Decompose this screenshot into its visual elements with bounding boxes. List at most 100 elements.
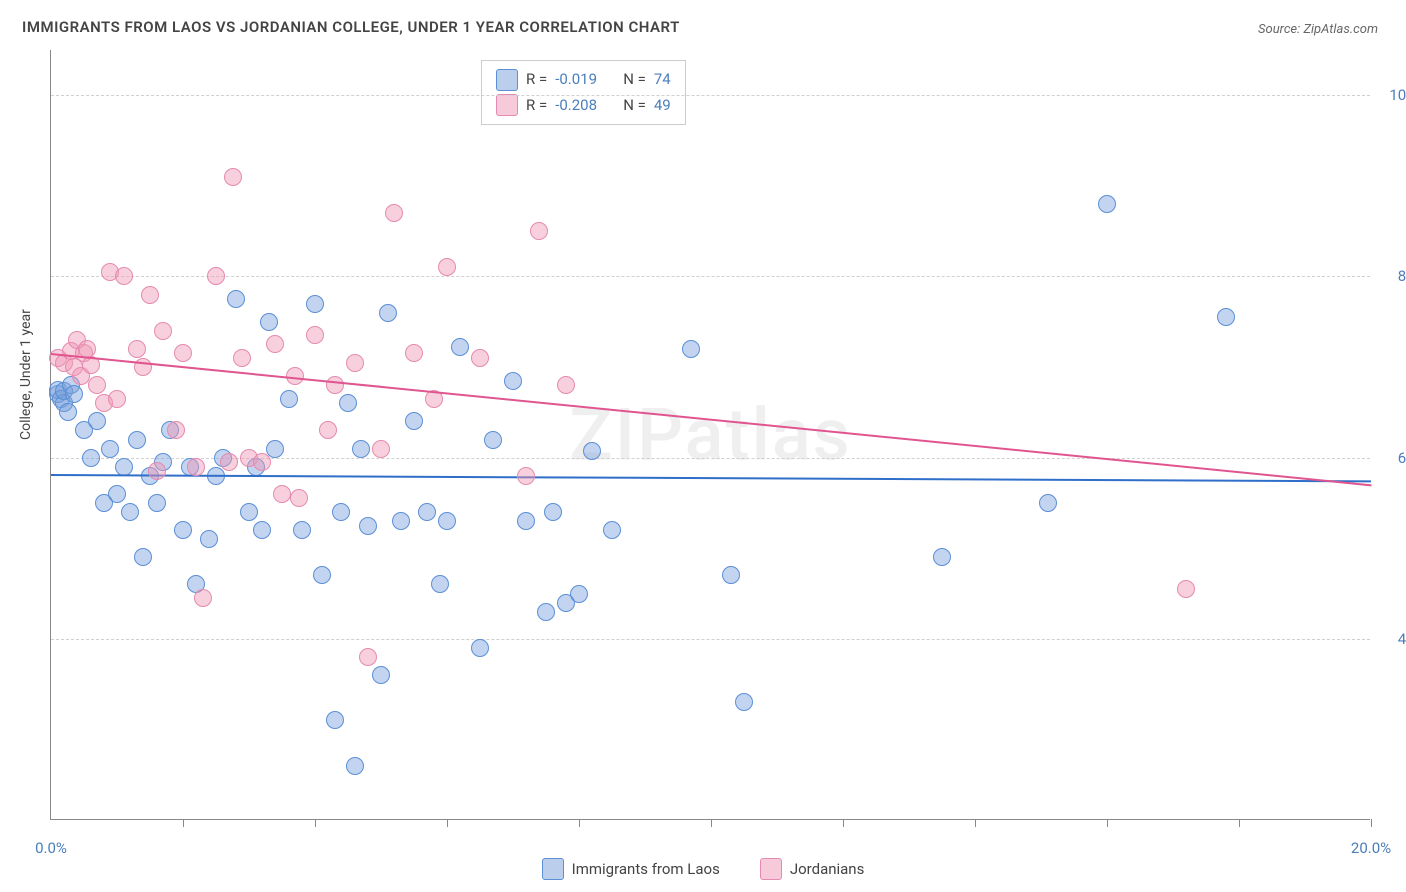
data-point-jordanians bbox=[359, 648, 377, 666]
data-point-jordanians bbox=[148, 462, 166, 480]
data-point-jordanians bbox=[557, 376, 575, 394]
data-point-laos bbox=[517, 512, 535, 530]
data-point-laos bbox=[266, 440, 284, 458]
data-point-jordanians bbox=[319, 421, 337, 439]
legend-item-laos: Immigrants from Laos bbox=[542, 858, 720, 880]
data-point-laos bbox=[722, 566, 740, 584]
data-point-jordanians bbox=[220, 453, 238, 471]
data-point-jordanians bbox=[266, 335, 284, 353]
data-point-jordanians bbox=[174, 344, 192, 362]
data-point-jordanians bbox=[233, 349, 251, 367]
data-point-jordanians bbox=[187, 458, 205, 476]
data-point-laos bbox=[253, 521, 271, 539]
x-tick bbox=[1239, 819, 1240, 827]
x-tick bbox=[447, 819, 448, 827]
legend-label-laos: Immigrants from Laos bbox=[572, 860, 720, 878]
source-label: Source: bbox=[1258, 22, 1300, 37]
trendline-laos bbox=[51, 474, 1371, 482]
legend-label-jordanians: Jordanians bbox=[790, 860, 865, 878]
data-point-jordanians bbox=[385, 204, 403, 222]
data-point-laos bbox=[603, 521, 621, 539]
x-tick bbox=[1371, 819, 1372, 827]
data-point-laos bbox=[438, 512, 456, 530]
data-point-laos bbox=[326, 711, 344, 729]
data-point-laos bbox=[570, 585, 588, 603]
data-point-laos bbox=[339, 394, 357, 412]
n-label: N = bbox=[623, 93, 646, 119]
data-point-laos bbox=[227, 290, 245, 308]
data-point-jordanians bbox=[306, 326, 324, 344]
r-value-laos: -0.019 bbox=[555, 67, 615, 93]
data-point-laos bbox=[293, 521, 311, 539]
data-point-laos bbox=[583, 442, 601, 460]
chart-title: IMMIGRANTS FROM LAOS VS JORDANIAN COLLEG… bbox=[22, 18, 680, 36]
data-point-laos bbox=[59, 403, 77, 421]
data-point-jordanians bbox=[372, 440, 390, 458]
data-point-jordanians bbox=[517, 467, 535, 485]
data-point-laos bbox=[379, 304, 397, 322]
data-point-jordanians bbox=[346, 354, 364, 372]
data-point-laos bbox=[65, 385, 83, 403]
gridline-horizontal bbox=[51, 95, 1370, 96]
gridline-horizontal bbox=[51, 276, 1370, 277]
data-point-laos bbox=[108, 485, 126, 503]
data-point-jordanians bbox=[167, 421, 185, 439]
x-tick-label: 0.0% bbox=[35, 839, 67, 857]
y-tick-label: 40.0% bbox=[1378, 630, 1406, 648]
watermark-text: ZIPatlas bbox=[569, 392, 851, 477]
data-point-laos bbox=[933, 548, 951, 566]
data-point-laos bbox=[346, 757, 364, 775]
data-point-laos bbox=[471, 639, 489, 657]
x-tick bbox=[579, 819, 580, 827]
data-point-laos bbox=[537, 603, 555, 621]
data-point-laos bbox=[174, 521, 192, 539]
data-point-laos bbox=[405, 412, 423, 430]
data-point-laos bbox=[260, 313, 278, 331]
y-tick-label: 60.0% bbox=[1378, 449, 1406, 467]
data-point-laos bbox=[418, 503, 436, 521]
data-point-laos bbox=[431, 575, 449, 593]
data-point-jordanians bbox=[273, 485, 291, 503]
data-point-laos bbox=[392, 512, 410, 530]
legend-item-jordanians: Jordanians bbox=[760, 858, 865, 880]
data-point-jordanians bbox=[207, 267, 225, 285]
data-point-laos bbox=[306, 295, 324, 313]
data-point-jordanians bbox=[128, 340, 146, 358]
data-point-jordanians bbox=[471, 349, 489, 367]
data-point-laos bbox=[352, 440, 370, 458]
data-point-jordanians bbox=[290, 489, 308, 507]
y-axis-label: College, Under 1 year bbox=[18, 309, 34, 440]
data-point-jordanians bbox=[88, 376, 106, 394]
n-label: N = bbox=[623, 67, 646, 93]
source-attribution: Source: ZipAtlas.com bbox=[1258, 22, 1378, 37]
data-point-jordanians bbox=[115, 267, 133, 285]
x-tick bbox=[843, 819, 844, 827]
data-point-jordanians bbox=[405, 344, 423, 362]
source-value: ZipAtlas.com bbox=[1303, 22, 1378, 37]
data-point-laos bbox=[332, 503, 350, 521]
data-point-laos bbox=[1039, 494, 1057, 512]
data-point-laos bbox=[128, 431, 146, 449]
data-point-laos bbox=[200, 530, 218, 548]
legend-row-jordanians: R =-0.208N =49 bbox=[496, 93, 671, 119]
r-label: R = bbox=[526, 67, 547, 93]
scatter-plot: ZIPatlas R =-0.019N =74R =-0.208N =49 40… bbox=[50, 50, 1370, 820]
x-tick bbox=[711, 819, 712, 827]
data-point-jordanians bbox=[108, 390, 126, 408]
x-tick bbox=[1107, 819, 1108, 827]
data-point-laos bbox=[359, 517, 377, 535]
legend-swatch-jordanians bbox=[496, 94, 518, 116]
correlation-legend: R =-0.019N =74R =-0.208N =49 bbox=[481, 60, 686, 125]
x-tick bbox=[183, 819, 184, 827]
data-point-jordanians bbox=[1177, 580, 1195, 598]
data-point-laos bbox=[148, 494, 166, 512]
data-point-laos bbox=[313, 566, 331, 584]
series-legend: Immigrants from Laos Jordanians bbox=[0, 858, 1406, 880]
x-tick bbox=[315, 819, 316, 827]
data-point-laos bbox=[121, 503, 139, 521]
data-point-jordanians bbox=[253, 453, 271, 471]
data-point-jordanians bbox=[530, 222, 548, 240]
r-value-jordanians: -0.208 bbox=[555, 93, 615, 119]
data-point-laos bbox=[134, 548, 152, 566]
legend-row-laos: R =-0.019N =74 bbox=[496, 67, 671, 93]
